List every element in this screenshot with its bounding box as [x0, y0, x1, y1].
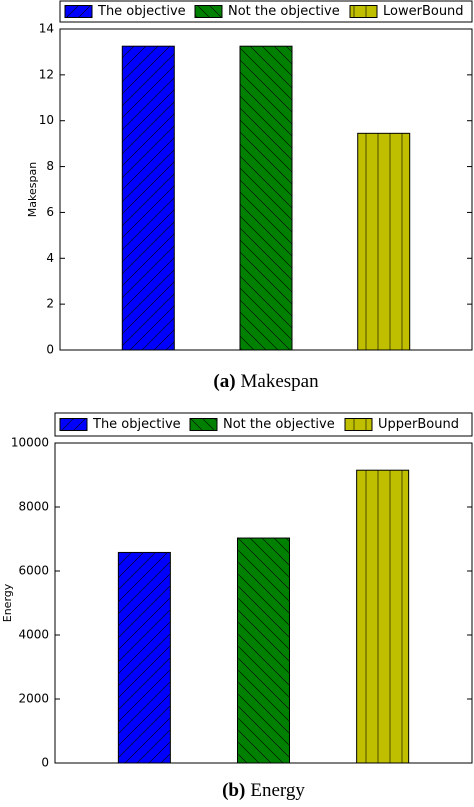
y-tick-label: 4000	[18, 628, 49, 642]
y-tick-label: 10	[39, 113, 54, 127]
y-tick-label: 0	[46, 343, 54, 357]
caption-text: Energy	[250, 780, 305, 801]
y-tick-label: 10000	[11, 436, 49, 450]
y-tick-label: 6	[46, 205, 54, 219]
legend-label: UpperBound	[378, 417, 459, 432]
y-tick-label: 4	[46, 251, 54, 265]
legend-label: LowerBound	[383, 4, 464, 19]
y-tick-label: 2000	[18, 692, 49, 706]
y-tick-label: 0	[41, 756, 49, 770]
bar	[237, 537, 290, 764]
bar	[117, 551, 171, 764]
bar	[121, 45, 175, 351]
legend-swatch	[189, 418, 218, 431]
y-axis-label: Energy	[1, 583, 14, 622]
y-tick-label: 12	[39, 67, 54, 81]
legend-swatch	[64, 5, 93, 18]
y-tick-label: 6000	[18, 564, 49, 578]
y-axis-label: Makespan	[26, 162, 39, 217]
y-tick-label: 8	[46, 159, 54, 173]
caption-label: (a)	[213, 371, 235, 392]
bar	[356, 469, 410, 764]
y-tick-label: 8000	[18, 500, 49, 514]
legend-swatch	[194, 5, 223, 18]
bar	[357, 132, 411, 351]
legend-label: The objective	[92, 417, 181, 432]
legend-label: Not the objective	[228, 4, 340, 19]
y-tick-label: 2	[46, 297, 54, 311]
bar	[239, 45, 293, 351]
caption: (b) Energy	[222, 780, 305, 801]
legend-swatch	[344, 418, 373, 431]
y-tick-label: 14	[39, 22, 54, 36]
legend-swatch	[349, 5, 378, 18]
caption: (a) Makespan	[213, 371, 319, 392]
caption-text: Makespan	[241, 371, 320, 392]
legend-swatch	[59, 418, 88, 431]
legend-label: The objective	[97, 4, 186, 19]
caption-label: (b)	[222, 780, 245, 801]
legend-label: Not the objective	[223, 417, 335, 432]
